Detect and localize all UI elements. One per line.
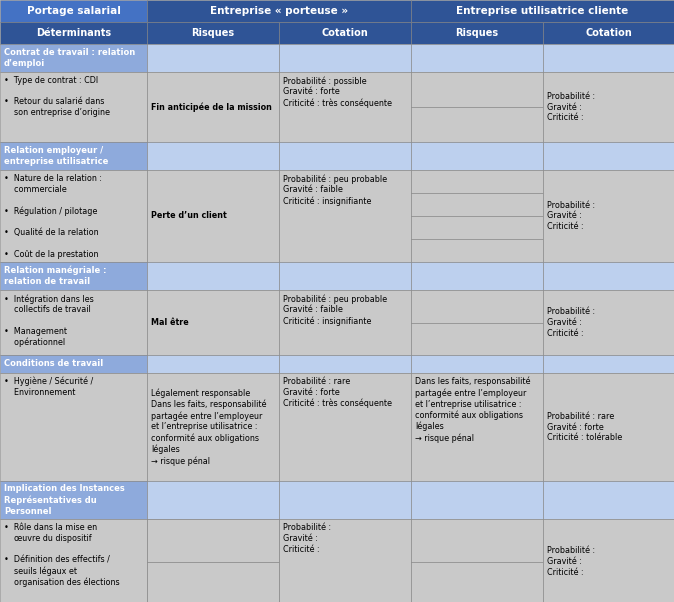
Text: Probabilité :
Gravité :
Criticité :: Probabilité : Gravité : Criticité :: [547, 546, 595, 577]
Text: Entreprise utilisatrice cliente: Entreprise utilisatrice cliente: [456, 6, 629, 16]
Text: Probabilité : rare
Gravité : forte
Criticité : très conséquente: Probabilité : rare Gravité : forte Criti…: [283, 377, 392, 408]
Bar: [411, 262, 543, 290]
Bar: [543, 481, 674, 519]
Bar: [147, 562, 279, 602]
Bar: [147, 44, 279, 72]
Text: Mal être: Mal être: [151, 318, 189, 327]
Text: Conditions de travail: Conditions de travail: [4, 359, 103, 368]
Text: •  Type de contrat : CDI

•  Retour du salarié dans
    son entreprise d’origine: • Type de contrat : CDI • Retour du sala…: [4, 76, 110, 117]
Bar: [543, 262, 674, 290]
Bar: [0, 355, 147, 373]
Bar: [279, 373, 411, 481]
Bar: [279, 355, 411, 373]
Bar: [411, 239, 543, 262]
Bar: [147, 355, 279, 373]
Bar: [147, 519, 279, 602]
Bar: [0, 373, 147, 481]
Bar: [279, 481, 411, 519]
Bar: [0, 0, 147, 22]
Bar: [279, 170, 411, 262]
Bar: [411, 193, 543, 216]
Bar: [411, 562, 543, 602]
Text: Portage salarial: Portage salarial: [26, 6, 121, 16]
Text: Légalement responsable
Dans les faits, responsabilité
partagée entre l’employeur: Légalement responsable Dans les faits, r…: [151, 388, 266, 465]
Bar: [147, 142, 279, 170]
Bar: [147, 481, 279, 519]
Bar: [0, 142, 147, 170]
Bar: [411, 22, 543, 44]
Bar: [147, 290, 279, 355]
Bar: [147, 373, 279, 481]
Bar: [279, 290, 411, 355]
Bar: [279, 142, 411, 170]
Bar: [0, 170, 147, 262]
Bar: [411, 481, 543, 519]
Bar: [0, 262, 147, 290]
Bar: [147, 22, 279, 44]
Text: Probabilité :
Gravité :
Criticité :: Probabilité : Gravité : Criticité :: [283, 523, 331, 553]
Bar: [411, 170, 543, 193]
Bar: [147, 72, 279, 142]
Bar: [279, 262, 411, 290]
Bar: [543, 355, 674, 373]
Bar: [0, 519, 147, 602]
Text: Risques: Risques: [191, 28, 235, 38]
Bar: [411, 72, 543, 107]
Text: Probabilité : peu probable
Gravité : faible
Criticité : insignifiante: Probabilité : peu probable Gravité : fai…: [283, 174, 387, 206]
Bar: [411, 323, 543, 355]
Bar: [543, 290, 674, 355]
Text: Cotation: Cotation: [321, 28, 369, 38]
Bar: [543, 373, 674, 481]
Bar: [543, 44, 674, 72]
Bar: [543, 72, 674, 142]
Text: •  Rôle dans la mise en
    œuvre du dispositif

•  Définition des effectifs /
 : • Rôle dans la mise en œuvre du disposit…: [4, 523, 119, 587]
Bar: [411, 44, 543, 72]
Bar: [543, 142, 674, 170]
Bar: [411, 0, 674, 22]
Bar: [0, 290, 147, 355]
Text: Relation manégriale :
relation de travail: Relation manégriale : relation de travai…: [4, 266, 106, 286]
Text: Probabilité : possible
Gravité : forte
Criticité : très conséquente: Probabilité : possible Gravité : forte C…: [283, 76, 392, 108]
Text: Dans les faits, responsabilité
partagée entre l’employeur
et l’entreprise utilis: Dans les faits, responsabilité partagée …: [415, 377, 530, 442]
Bar: [279, 519, 411, 602]
Bar: [279, 44, 411, 72]
Bar: [411, 216, 543, 239]
Text: Risques: Risques: [456, 28, 499, 38]
Text: Contrat de travail : relation
d’emploi: Contrat de travail : relation d’emploi: [4, 48, 135, 68]
Bar: [543, 22, 674, 44]
Text: •  Nature de la relation :
    commerciale

•  Régulation / pilotage

•  Qualité: • Nature de la relation : commerciale • …: [4, 174, 102, 259]
Text: Entreprise « porteuse »: Entreprise « porteuse »: [210, 6, 348, 16]
Text: Probabilité :
Gravité :
Criticité :: Probabilité : Gravité : Criticité :: [547, 307, 595, 338]
Bar: [147, 519, 279, 562]
Bar: [279, 22, 411, 44]
Bar: [411, 290, 543, 323]
Text: Perte d’un client: Perte d’un client: [151, 211, 226, 220]
Bar: [0, 481, 147, 519]
Text: Fin anticipée de la mission: Fin anticipée de la mission: [151, 102, 272, 112]
Bar: [0, 44, 147, 72]
Text: Cotation: Cotation: [585, 28, 632, 38]
Text: Probabilité :
Gravité :
Criticité :: Probabilité : Gravité : Criticité :: [547, 92, 595, 122]
Bar: [0, 72, 147, 142]
Bar: [411, 142, 543, 170]
Text: Déterminants: Déterminants: [36, 28, 111, 38]
Bar: [147, 0, 411, 22]
Text: Implication des Instances
Représentatives du
Personnel: Implication des Instances Représentative…: [4, 485, 125, 515]
Bar: [147, 170, 279, 262]
Bar: [543, 519, 674, 602]
Bar: [411, 373, 543, 481]
Text: Probabilité : rare
Gravité : forte
Criticité : tolérable: Probabilité : rare Gravité : forte Criti…: [547, 412, 622, 442]
Bar: [411, 355, 543, 373]
Bar: [411, 519, 543, 562]
Text: •  Hygiène / Sécurité /
    Environnement: • Hygiène / Sécurité / Environnement: [4, 377, 93, 397]
Bar: [279, 72, 411, 142]
Bar: [0, 22, 147, 44]
Bar: [543, 170, 674, 262]
Text: Relation employeur /
entreprise utilisatrice: Relation employeur / entreprise utilisat…: [4, 146, 109, 166]
Text: •  Intégration dans les
    collectifs de travail

•  Management
    opérationne: • Intégration dans les collectifs de tra…: [4, 294, 94, 347]
Text: Probabilité : peu probable
Gravité : faible
Criticité : insignifiante: Probabilité : peu probable Gravité : fai…: [283, 294, 387, 326]
Text: Probabilité :
Gravité :
Criticité :: Probabilité : Gravité : Criticité :: [547, 200, 595, 231]
Bar: [147, 262, 279, 290]
Bar: [411, 107, 543, 142]
